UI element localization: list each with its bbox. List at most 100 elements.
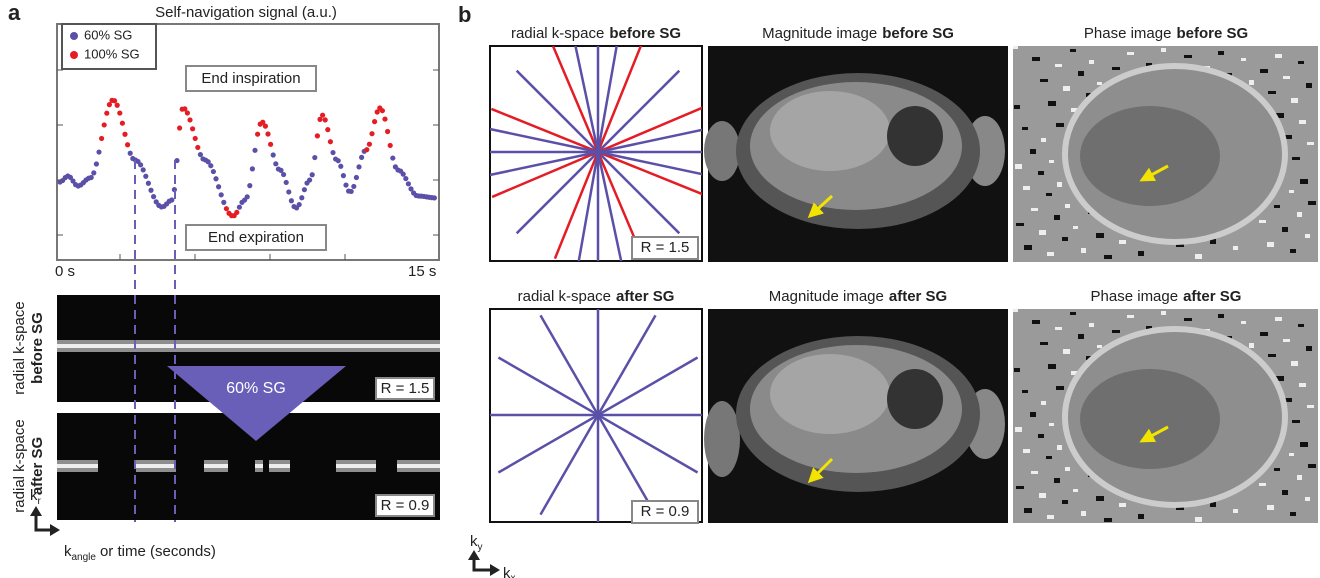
- speckle: [1049, 160, 1054, 163]
- signal-dot: [387, 142, 393, 149]
- speckle: [1023, 186, 1030, 190]
- signal-dot: [369, 131, 375, 137]
- signal-dot: [195, 144, 201, 151]
- y-label: radial k-space: [11, 301, 28, 394]
- speckle: [1290, 249, 1296, 253]
- speckle: [1306, 346, 1312, 351]
- band-core: [204, 464, 228, 468]
- speckle: [1306, 83, 1312, 88]
- signal-title: Self-navigation signal (a.u.): [155, 4, 337, 21]
- speckle: [1259, 220, 1266, 223]
- signal-dot: [296, 201, 302, 208]
- signal-dot: [372, 119, 378, 125]
- title-normal: Phase image: [1084, 25, 1172, 42]
- r-label: R = 0.9: [641, 503, 690, 520]
- signal-dot: [223, 206, 229, 212]
- speckle: [1210, 239, 1216, 244]
- image-title: radial k-space after SG: [518, 288, 675, 305]
- spoke: [497, 356, 699, 474]
- speckle: [1138, 514, 1144, 519]
- speckle: [1081, 248, 1086, 253]
- speckle: [1210, 502, 1216, 507]
- axis-arrows: [34, 512, 54, 532]
- band-core: [255, 464, 263, 468]
- spokes: [490, 46, 702, 261]
- speckle: [1184, 318, 1192, 321]
- speckle: [1097, 345, 1102, 348]
- signal-dot: [327, 139, 333, 145]
- signal-dot: [177, 125, 183, 131]
- speckle: [1046, 193, 1052, 196]
- speckle: [1015, 427, 1022, 432]
- title-normal: Magnitude image: [769, 288, 884, 305]
- speckle: [1022, 390, 1028, 393]
- signal-dot: [255, 131, 261, 137]
- speckle: [1057, 445, 1062, 450]
- speckle: [1065, 204, 1070, 208]
- signal-dot: [325, 127, 331, 133]
- title-bold: before SG: [882, 25, 954, 42]
- axis-ky: ky: [470, 533, 483, 553]
- title-normal: radial k-space: [518, 288, 611, 305]
- speckle: [1308, 464, 1316, 468]
- speckle: [1161, 48, 1166, 52]
- speckle: [1233, 509, 1238, 513]
- panel-label: a: [8, 0, 21, 25]
- speckle: [1070, 49, 1076, 52]
- signal-dot: [104, 110, 110, 116]
- speckle: [1081, 511, 1086, 516]
- y-label: after SG: [29, 437, 46, 495]
- signal-dot: [112, 98, 118, 104]
- legend-entry: 100% SG: [84, 46, 140, 61]
- signal-dot: [403, 175, 409, 182]
- speckle: [1015, 164, 1022, 169]
- speckle: [1032, 57, 1040, 61]
- speckle: [1039, 493, 1046, 498]
- speckle: [1056, 386, 1064, 390]
- band-core: [57, 344, 440, 348]
- speckle: [1307, 142, 1314, 145]
- signal-dot: [353, 174, 359, 181]
- speckle: [1022, 127, 1028, 130]
- signal-dot: [138, 162, 144, 168]
- signal-dot: [122, 131, 128, 137]
- liver: [770, 354, 890, 434]
- arrow: [807, 457, 834, 484]
- speckle: [1297, 475, 1302, 480]
- speckle: [1268, 354, 1276, 357]
- signal-dot: [260, 119, 266, 125]
- speckle: [1267, 242, 1274, 247]
- y-label: radial k-space: [11, 419, 28, 512]
- r-box: [375, 494, 435, 517]
- speckle: [1063, 349, 1070, 354]
- speckle: [1127, 52, 1134, 55]
- signal-dot: [216, 184, 222, 190]
- speckle: [1268, 91, 1276, 94]
- speckle: [1062, 500, 1068, 504]
- speckle: [1289, 190, 1294, 193]
- signal-dot: [317, 116, 323, 122]
- signal-dot: [273, 161, 279, 167]
- signal-dot: [187, 117, 193, 123]
- spokes: [490, 309, 702, 522]
- speckle: [1013, 46, 1018, 49]
- speckle: [1241, 58, 1246, 61]
- signal-dot: [140, 167, 146, 173]
- speckle: [1218, 51, 1224, 55]
- signal-dot: [252, 147, 258, 153]
- speckle: [1024, 508, 1032, 513]
- signal-dot: [70, 178, 76, 184]
- speckle: [1031, 471, 1038, 474]
- speckle: [1047, 252, 1054, 256]
- r-box: [375, 377, 435, 400]
- speckle: [1176, 506, 1184, 510]
- x-start: 0 s: [55, 263, 75, 280]
- speckle: [1057, 182, 1062, 187]
- speckle: [1056, 123, 1064, 127]
- arm: [704, 121, 740, 181]
- speckle: [1049, 423, 1054, 426]
- signal-dot: [184, 110, 190, 116]
- signal-dot: [210, 168, 216, 175]
- speckle: [1284, 398, 1292, 402]
- speckle: [1218, 314, 1224, 318]
